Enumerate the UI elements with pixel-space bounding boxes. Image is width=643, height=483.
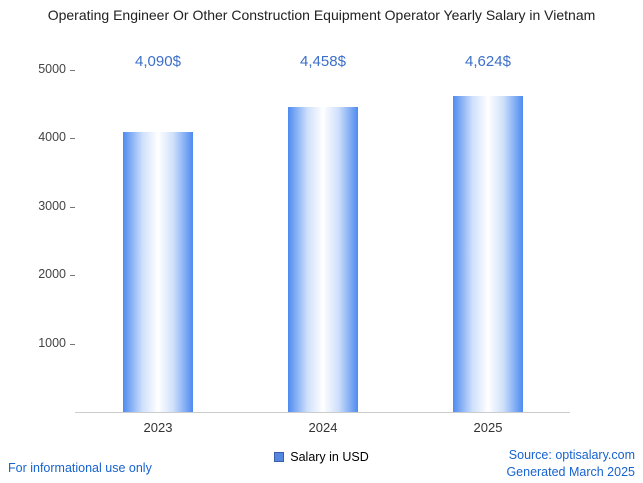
y-axis-tick	[70, 275, 75, 277]
chart-title-text: Operating Engineer Or Other Construction…	[47, 7, 596, 23]
y-axis-tick	[70, 343, 75, 345]
chart-title: Operating Engineer Or Other Construction…	[0, 6, 643, 24]
y-axis-label: 3000	[38, 198, 66, 213]
y-axis-label: 4000	[38, 130, 66, 145]
footer-source-block: Source: optisalary.com Generated March 2…	[506, 447, 635, 481]
y-axis-tick	[70, 70, 75, 71]
bar-value-label: 4,090$	[135, 53, 181, 70]
x-axis-label: 2024	[308, 420, 338, 435]
chart-legend: Salary in USD	[0, 450, 643, 464]
legend-swatch	[274, 452, 285, 462]
disclaimer-text: For informational use only	[8, 461, 152, 475]
bar-value-label: 4,624$	[465, 53, 511, 70]
bar-value-label: 4,458$	[300, 53, 346, 70]
bar-2023[interactable]	[123, 132, 193, 412]
y-axis-label: 5000	[38, 62, 66, 76]
bar-2025[interactable]	[453, 96, 523, 412]
y-axis-tick	[70, 206, 75, 208]
x-axis-label: 2025	[473, 420, 503, 435]
y-axis-label: 2000	[38, 267, 66, 282]
y-axis-label: 1000	[38, 335, 66, 350]
y-axis-tick	[70, 138, 75, 140]
source-link[interactable]: Source: optisalary.com	[508, 448, 635, 462]
legend-label: Salary in USD	[290, 450, 369, 464]
x-axis-label: 2023	[143, 420, 173, 435]
plot-area	[75, 70, 570, 413]
bar-2024[interactable]	[288, 107, 358, 412]
generated-date: Generated March 2025	[506, 464, 635, 479]
